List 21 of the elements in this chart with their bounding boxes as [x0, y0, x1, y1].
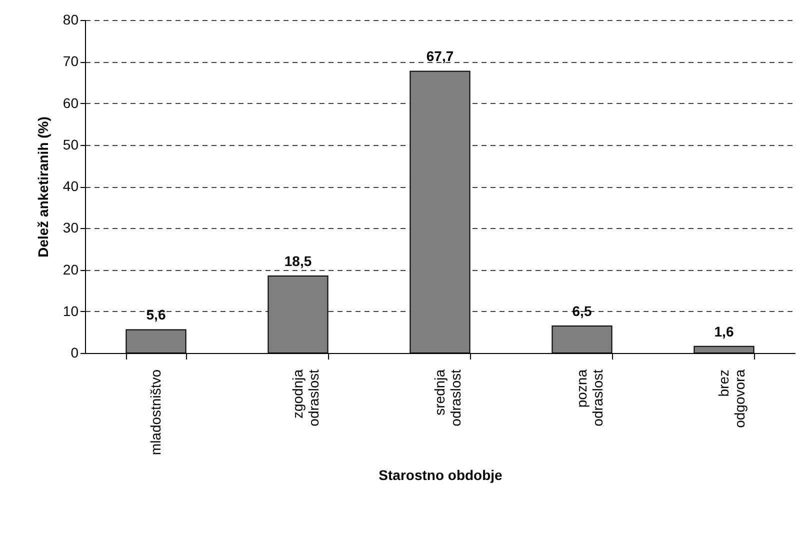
x-tick-label: brez odgovora: [716, 369, 748, 428]
y-tick-label: 60: [62, 94, 79, 111]
data-label: 5,6: [146, 306, 166, 323]
data-label: 67,7: [426, 48, 454, 64]
x-axis-title: Starostno obdobje: [378, 467, 503, 484]
y-tick-label: 70: [62, 53, 79, 70]
x-tick-label: zgodnja odraslost: [290, 369, 322, 426]
x-tick-label: pozna odraslost: [574, 369, 606, 426]
y-tick-label: 50: [62, 136, 79, 152]
data-label: 6,5: [572, 302, 592, 319]
y-tick-label: 20: [62, 261, 79, 278]
y-tick-label: 10: [62, 302, 79, 319]
data-label: 1,6: [714, 323, 734, 340]
x-tick-label: srednja odraslost: [432, 369, 464, 426]
y-tick-label: 40: [62, 178, 79, 194]
y-axis-title: Delež anketiranih (%): [34, 116, 51, 258]
y-tick-label: 30: [62, 220, 79, 236]
y-tick-label: 0: [70, 344, 79, 360]
x-tick-label: mladostništvo: [148, 369, 164, 456]
y-tick-label: 80: [62, 12, 79, 28]
data-label: 18,5: [284, 252, 312, 269]
